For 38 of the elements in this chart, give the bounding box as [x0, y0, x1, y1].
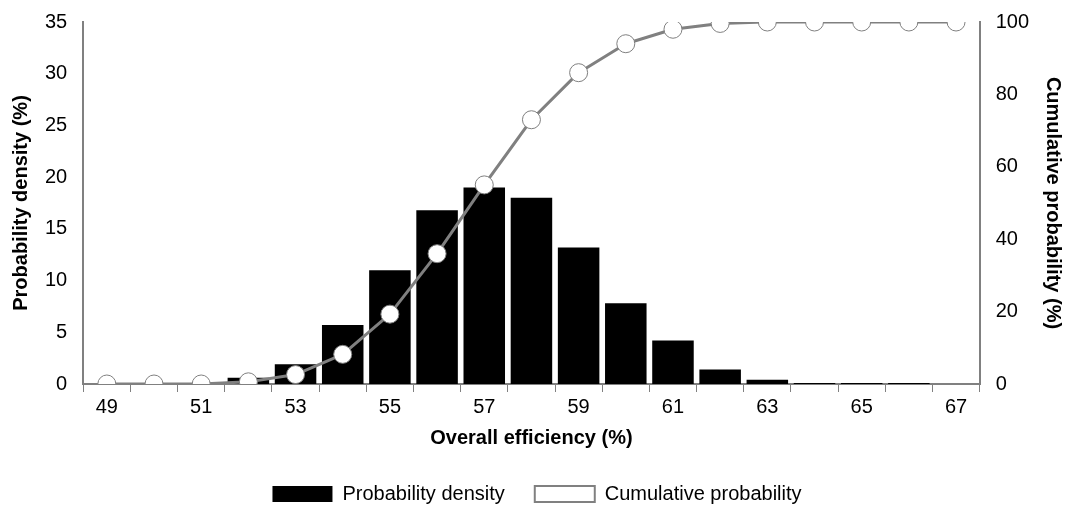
y-tick-label: 35	[45, 9, 68, 32]
y-tick-label: 30	[45, 61, 68, 84]
y-axis-title: Probability density (%)	[8, 95, 31, 311]
y2-tick-label: 0	[995, 371, 1007, 394]
x-tick-label: 51	[190, 394, 213, 417]
x-tick-label: 53	[284, 394, 307, 417]
x-tick-label: 65	[850, 394, 873, 417]
y-tick-label: 25	[45, 112, 68, 135]
y-tick-label: 5	[56, 319, 68, 342]
x-tick-label: 63	[756, 394, 779, 417]
bar	[510, 197, 553, 384]
bar	[746, 379, 789, 384]
y2-tick-label: 60	[995, 154, 1018, 177]
x-tick-label: 59	[567, 394, 590, 417]
bar	[652, 340, 694, 384]
bar	[369, 270, 411, 384]
bar	[557, 247, 600, 384]
bar	[699, 369, 741, 384]
x-tick-label: 57	[473, 394, 496, 417]
x-axis-title: Overall efficiency (%)	[430, 425, 633, 448]
x-tick-label: 61	[661, 394, 685, 417]
y-tick-label: 0	[56, 371, 68, 394]
x-tick-label: 49	[95, 394, 118, 417]
legend-label: Probability density	[342, 481, 505, 504]
bar	[463, 187, 506, 384]
legend-label: Cumulative probability	[604, 481, 802, 504]
y2-tick-label: 20	[995, 299, 1018, 322]
y-tick-label: 10	[45, 268, 68, 291]
y2-tick-label: 40	[995, 226, 1018, 249]
y2-axis-title: Cumulative probability (%)	[1043, 76, 1066, 330]
y-tick-label: 15	[45, 216, 68, 239]
bar	[605, 303, 647, 384]
y-tick-label: 20	[45, 164, 68, 187]
x-tick-label: 55	[378, 394, 402, 417]
x-tick-label: 67	[944, 394, 968, 417]
y2-tick-label: 80	[995, 81, 1018, 104]
y2-tick-label: 100	[995, 9, 1030, 32]
bar	[416, 210, 458, 384]
